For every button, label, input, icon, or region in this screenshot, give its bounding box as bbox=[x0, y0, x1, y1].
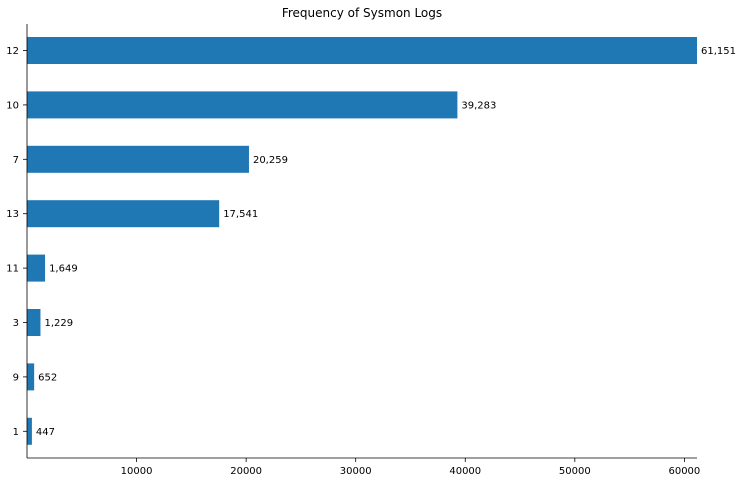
x-tick-label: 30000 bbox=[340, 466, 372, 477]
bars-group bbox=[27, 37, 697, 445]
bar-12 bbox=[27, 37, 697, 64]
y-tick-label: 13 bbox=[6, 209, 19, 220]
y-tick-labels: 12 10 7 13 11 3 9 1 bbox=[6, 46, 27, 438]
data-labels: 61,151 39,283 20,259 17,541 1,649 1,229 652 447 bbox=[36, 46, 736, 438]
data-label-3: 1,229 bbox=[44, 318, 73, 329]
bar-11 bbox=[27, 254, 46, 282]
x-tick-label: 50000 bbox=[559, 466, 591, 477]
x-tick-label: 20000 bbox=[230, 466, 262, 477]
y-tick-label: 12 bbox=[6, 46, 19, 57]
y-tick-label: 3 bbox=[13, 318, 19, 329]
chart-title: Frequency of Sysmon Logs bbox=[282, 6, 442, 20]
bar-3 bbox=[27, 309, 41, 336]
data-label-10: 39,283 bbox=[461, 100, 496, 111]
y-tick-label: 9 bbox=[13, 372, 19, 383]
data-label-12: 61,151 bbox=[701, 46, 736, 57]
x-ticks: 10000 20000 30000 40000 50000 60000 bbox=[121, 458, 700, 477]
x-tick-label: 40000 bbox=[449, 466, 481, 477]
bar-10 bbox=[27, 91, 458, 119]
y-tick-label: 7 bbox=[13, 155, 19, 166]
bar-1 bbox=[27, 417, 32, 445]
y-tick-label: 10 bbox=[6, 100, 19, 111]
bar-7 bbox=[27, 145, 249, 173]
data-label-9: 652 bbox=[38, 372, 57, 383]
data-label-1: 447 bbox=[36, 427, 55, 438]
bar-13 bbox=[27, 200, 220, 228]
bar-9 bbox=[27, 363, 35, 391]
data-label-13: 17,541 bbox=[223, 209, 258, 220]
x-tick-label: 10000 bbox=[121, 466, 153, 477]
y-tick-label: 1 bbox=[13, 427, 19, 438]
x-tick-label: 60000 bbox=[668, 466, 700, 477]
y-tick-label: 11 bbox=[6, 264, 19, 275]
data-label-11: 1,649 bbox=[49, 264, 78, 275]
data-label-7: 20,259 bbox=[253, 155, 288, 166]
